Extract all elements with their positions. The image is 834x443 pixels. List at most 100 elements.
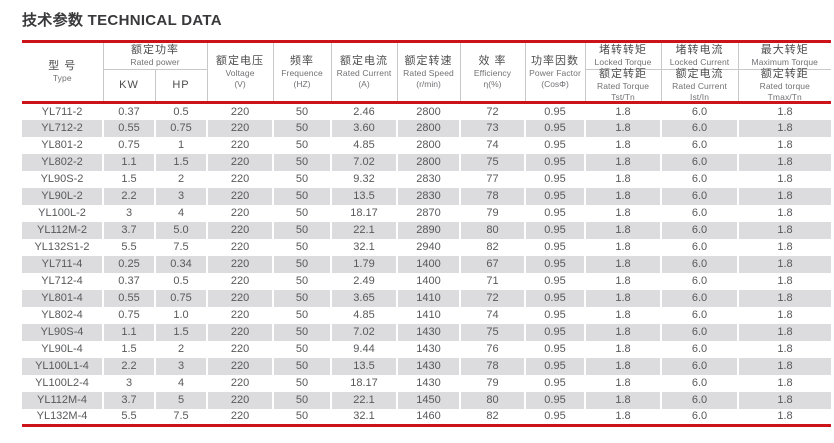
table-cell: 1.8 bbox=[737, 408, 832, 426]
cell-type: YL711-4 bbox=[41, 258, 83, 270]
table-cell: 0.95 bbox=[524, 204, 586, 222]
col-header-rated-current: 额定电流 Rated Current (A) bbox=[330, 41, 398, 104]
locked-current-top: 堵转电流 Locked Current bbox=[661, 43, 738, 70]
table-row: YL711-4 0.25 0.34 220 50 1.79 1400 67 0.95 1.8 6.0… bbox=[22, 255, 832, 273]
table-cell: 2800 bbox=[396, 153, 461, 171]
cell-type: YL132S1-2 bbox=[34, 241, 90, 253]
table-cell: 220 bbox=[206, 170, 274, 188]
table-cell: 1400 bbox=[396, 272, 461, 290]
table-cell: 0.95 bbox=[524, 272, 586, 290]
locked-torque-en: Locked Torque bbox=[594, 57, 652, 68]
table-row: YL100L2-4 3 4 220 50 18.17 1430 79 0.95 1.8 6.0 1.8 bbox=[22, 374, 832, 392]
col-header-maximum-torque: 最大转矩 Maximum Torque 额定转距 Rated torque Tm… bbox=[737, 41, 832, 104]
table-row: YL90S-2 1.5 2 220 50 9.32 2830 77 0.95 1.8 6.0 1.8 bbox=[22, 170, 832, 188]
table-cell: 7.02 bbox=[330, 153, 398, 171]
power-factor-unit: (CosΦ) bbox=[541, 78, 569, 89]
table-cell: 50 bbox=[272, 272, 332, 290]
efficiency-label-en: Efficiency bbox=[473, 67, 512, 78]
table-cell: 1.8 bbox=[737, 221, 832, 239]
table-row: YL132S1-2 5.5 7.5 220 50 32.1 2940 82 0.95 1.8 6.0… bbox=[22, 238, 832, 256]
table-cell: 77 bbox=[459, 170, 526, 188]
table-cell: 6.0 bbox=[660, 187, 739, 205]
table-cell: 50 bbox=[272, 119, 332, 137]
rated-current-label-en: Rated Current bbox=[336, 67, 392, 78]
table-cell: 1.8 bbox=[584, 187, 662, 205]
efficiency-unit: η(%) bbox=[483, 78, 502, 89]
table-cell: 50 bbox=[272, 136, 332, 154]
kw-label: KW bbox=[119, 78, 139, 91]
table-cell: 0.95 bbox=[524, 374, 586, 392]
table-cell: 0.75 bbox=[102, 136, 155, 154]
table-cell: 1.8 bbox=[584, 289, 662, 307]
table-cell: 1430 bbox=[396, 357, 461, 375]
table-cell: 6.0 bbox=[660, 323, 739, 341]
table-cell: 6.0 bbox=[660, 119, 739, 137]
table-cell: 2830 bbox=[396, 187, 461, 205]
table-cell: 220 bbox=[206, 374, 274, 392]
table-cell: 4.85 bbox=[330, 136, 398, 154]
table-cell: 1.8 bbox=[737, 374, 832, 392]
table-cell: 1.8 bbox=[584, 408, 662, 426]
table-cell: 22.1 bbox=[330, 221, 398, 239]
table-cell: 3.7 bbox=[102, 221, 155, 239]
rated-power-label-en: Rated power bbox=[130, 57, 180, 68]
locked-current-rated-en: Rated Current bbox=[672, 81, 727, 92]
locked-current-ratio: Ist/In bbox=[690, 92, 710, 103]
table-cell: 1.8 bbox=[737, 340, 832, 358]
table-cell: 2890 bbox=[396, 221, 461, 239]
cell-type: YL132M-4 bbox=[36, 410, 88, 423]
table-cell: 50 bbox=[272, 102, 332, 120]
table-row: YL801-4 0.55 0.75 220 50 3.65 1410 72 0.95 1.8 6.0… bbox=[22, 289, 832, 307]
table-cell: 1.8 bbox=[737, 153, 832, 171]
table-cell: 220 bbox=[206, 153, 274, 171]
col-header-locked-current: 堵转电流 Locked Current 额定电流 Rated Current I… bbox=[660, 41, 739, 104]
table-row: YL100L-2 3 4 220 50 18.17 2870 79 0.95 1.8 6.0 1.8 bbox=[22, 204, 832, 222]
table-cell: 78 bbox=[459, 187, 526, 205]
table-cell: 71 bbox=[459, 272, 526, 290]
table-cell: 1.8 bbox=[584, 153, 662, 171]
table-cell: 18.17 bbox=[330, 204, 398, 222]
rated-speed-label-en: Rated Speed bbox=[403, 67, 454, 78]
table-cell: 6.0 bbox=[660, 374, 739, 392]
table-cell: 1.8 bbox=[584, 102, 662, 120]
locked-torque-rated-zh: 额定转距 bbox=[599, 68, 648, 81]
table-cell: 79 bbox=[459, 374, 526, 392]
table-cell: 6.0 bbox=[660, 204, 739, 222]
cell-type: YL90L-4 bbox=[41, 343, 83, 355]
type-label-zh: 型 号 bbox=[48, 60, 77, 73]
table-cell: 3 bbox=[102, 204, 155, 222]
table-cell: 0.75 bbox=[153, 119, 208, 137]
table-cell: 50 bbox=[272, 391, 332, 409]
rated-current-unit: (A) bbox=[358, 78, 370, 89]
table-cell: 67 bbox=[459, 255, 526, 273]
cell-type: YL90S-4 bbox=[40, 326, 84, 338]
table-cell: 1.8 bbox=[737, 255, 832, 273]
table-cell: 1400 bbox=[396, 255, 461, 273]
col-header-type: 型 号 Type bbox=[22, 41, 104, 104]
table-cell: 6.0 bbox=[660, 102, 739, 120]
table-cell: 1.8 bbox=[737, 289, 832, 307]
table-cell: 2800 bbox=[396, 119, 461, 137]
rated-current-label-zh: 额定电流 bbox=[340, 54, 389, 67]
table-cell: 1.5 bbox=[102, 340, 155, 358]
table-cell: 75 bbox=[459, 323, 526, 341]
table-cell: 7.5 bbox=[153, 238, 208, 256]
table-row: YL712-2 0.55 0.75 220 50 3.60 2800 73 0.95 1.8 6.0… bbox=[22, 119, 832, 137]
table-cell: 7.02 bbox=[330, 323, 398, 341]
table-cell: 13.5 bbox=[330, 357, 398, 375]
table-cell: 1.8 bbox=[737, 204, 832, 222]
table-cell: 220 bbox=[206, 187, 274, 205]
table-cell: 0.95 bbox=[524, 153, 586, 171]
table-cell: 5 bbox=[153, 391, 208, 409]
table-cell: 1.8 bbox=[737, 187, 832, 205]
voltage-label-zh: 额定电压 bbox=[216, 54, 265, 67]
table-cell: 32.1 bbox=[330, 408, 398, 426]
table-cell: 50 bbox=[272, 306, 332, 324]
table-cell: 220 bbox=[206, 340, 274, 358]
maximum-torque-ratio: Tmax/Tn bbox=[767, 92, 802, 103]
table-cell: 80 bbox=[459, 221, 526, 239]
table-cell: 7.5 bbox=[153, 408, 208, 426]
table-cell: 6.0 bbox=[660, 221, 739, 239]
cell-type: YL802-2 bbox=[41, 156, 83, 168]
table-cell: 0.95 bbox=[524, 221, 586, 239]
